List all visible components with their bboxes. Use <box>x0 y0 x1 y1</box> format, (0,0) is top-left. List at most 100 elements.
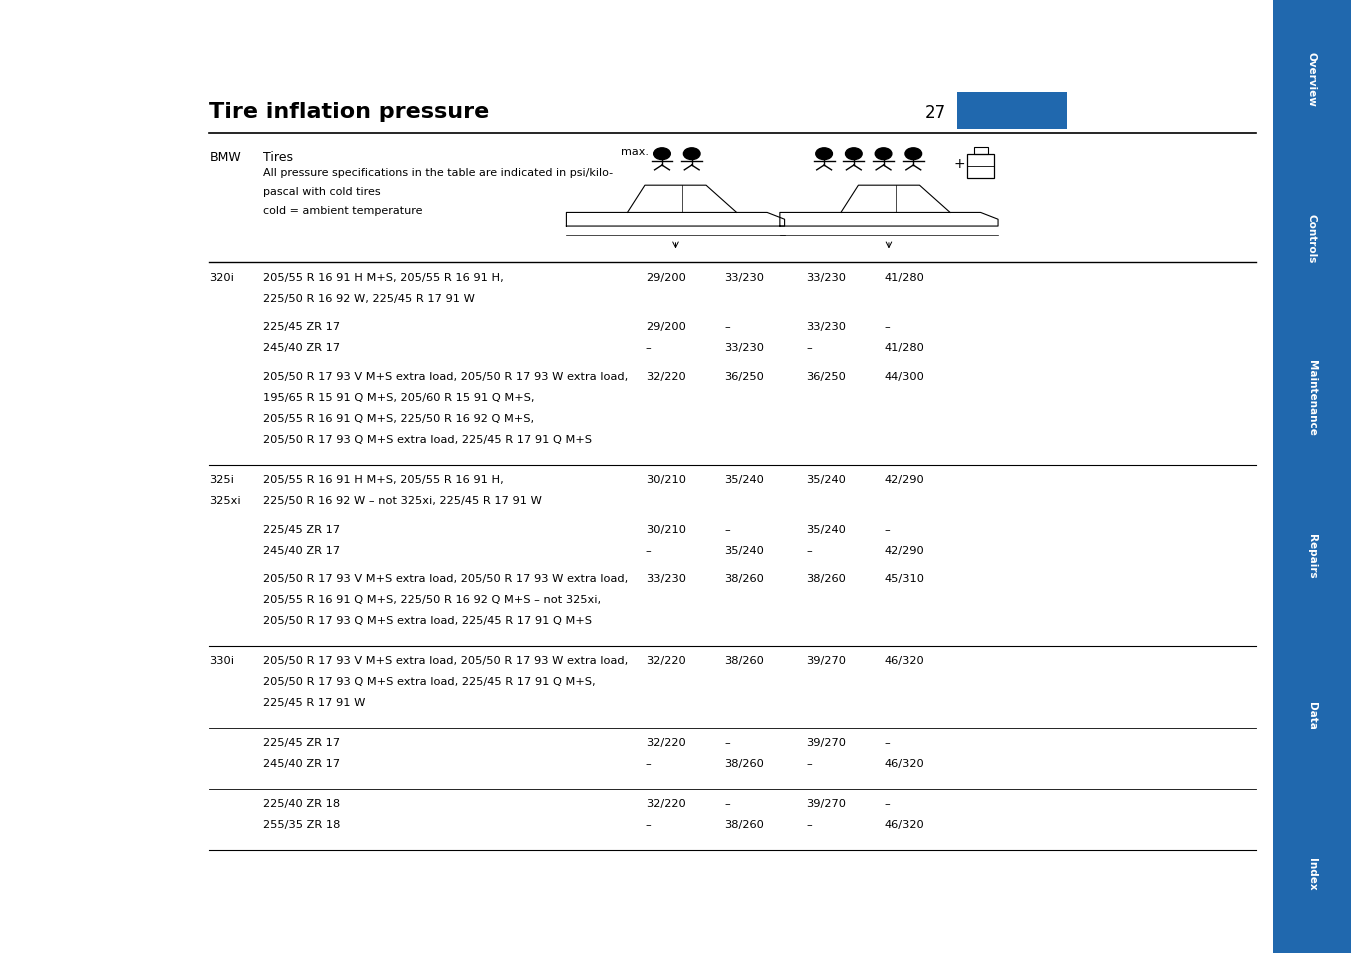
Text: +: + <box>954 157 966 171</box>
Text: –: – <box>724 799 730 808</box>
Text: 33/230: 33/230 <box>807 273 847 282</box>
Text: Repairs: Repairs <box>1306 534 1317 578</box>
Text: 36/250: 36/250 <box>807 372 847 381</box>
Text: 245/40 ZR 17: 245/40 ZR 17 <box>263 759 340 768</box>
Text: 33/230: 33/230 <box>807 322 847 332</box>
Text: 330i: 330i <box>209 656 235 665</box>
Text: 205/50 R 17 93 Q M+S extra load, 225/45 R 17 91 Q M+S: 205/50 R 17 93 Q M+S extra load, 225/45 … <box>263 616 593 625</box>
Text: –: – <box>885 799 890 808</box>
Text: 205/50 R 17 93 V M+S extra load, 205/50 R 17 93 W extra load,: 205/50 R 17 93 V M+S extra load, 205/50 … <box>263 574 628 583</box>
Text: 35/240: 35/240 <box>724 475 765 484</box>
Text: 205/55 R 16 91 H M+S, 205/55 R 16 91 H,: 205/55 R 16 91 H M+S, 205/55 R 16 91 H, <box>263 475 504 484</box>
Text: Data: Data <box>1306 700 1317 729</box>
Text: 38/260: 38/260 <box>724 759 765 768</box>
Text: –: – <box>807 343 812 353</box>
Text: 320i: 320i <box>209 273 234 282</box>
Text: 38/260: 38/260 <box>724 574 765 583</box>
Text: 30/210: 30/210 <box>646 475 686 484</box>
Text: –: – <box>807 820 812 829</box>
Text: cold = ambient temperature: cold = ambient temperature <box>263 206 423 215</box>
Circle shape <box>684 149 700 160</box>
Text: 35/240: 35/240 <box>807 524 847 534</box>
Text: 245/40 ZR 17: 245/40 ZR 17 <box>263 545 340 555</box>
Text: Controls: Controls <box>1306 213 1317 263</box>
Text: 205/50 R 17 93 V M+S extra load, 205/50 R 17 93 W extra load,: 205/50 R 17 93 V M+S extra load, 205/50 … <box>263 656 628 665</box>
Text: 41/280: 41/280 <box>885 273 925 282</box>
Text: 29/200: 29/200 <box>646 322 686 332</box>
Text: 205/50 R 17 93 Q M+S extra load, 225/45 R 17 91 Q M+S: 205/50 R 17 93 Q M+S extra load, 225/45 … <box>263 435 593 444</box>
Text: All pressure specifications in the table are indicated in psi/kilo-: All pressure specifications in the table… <box>263 168 613 177</box>
Bar <box>974 149 988 154</box>
Text: –: – <box>885 524 890 534</box>
Text: 36/250: 36/250 <box>724 372 765 381</box>
Bar <box>1273 159 1351 317</box>
Text: 39/270: 39/270 <box>807 656 847 665</box>
Text: 325xi: 325xi <box>209 496 240 505</box>
Text: 32/220: 32/220 <box>646 738 685 747</box>
Text: –: – <box>724 322 730 332</box>
Circle shape <box>846 149 862 160</box>
Text: 225/50 R 16 92 W – not 325xi, 225/45 R 17 91 W: 225/50 R 16 92 W – not 325xi, 225/45 R 1… <box>263 496 542 505</box>
Text: 33/230: 33/230 <box>724 273 765 282</box>
Text: 35/240: 35/240 <box>807 475 847 484</box>
Text: max.: max. <box>621 147 650 156</box>
Bar <box>967 154 994 179</box>
Text: BMW: BMW <box>209 151 242 164</box>
Bar <box>1273 0 1351 159</box>
Text: 44/300: 44/300 <box>885 372 925 381</box>
Text: 45/310: 45/310 <box>885 574 925 583</box>
Text: –: – <box>807 545 812 555</box>
Bar <box>1273 476 1351 636</box>
Text: 225/40 ZR 18: 225/40 ZR 18 <box>263 799 340 808</box>
Text: 205/55 R 16 91 H M+S, 205/55 R 16 91 H,: 205/55 R 16 91 H M+S, 205/55 R 16 91 H, <box>263 273 504 282</box>
Text: 32/220: 32/220 <box>646 799 685 808</box>
Bar <box>1273 794 1351 953</box>
Text: 30/210: 30/210 <box>646 524 686 534</box>
Text: 225/45 R 17 91 W: 225/45 R 17 91 W <box>263 698 366 707</box>
Text: 245/40 ZR 17: 245/40 ZR 17 <box>263 343 340 353</box>
Text: 42/290: 42/290 <box>885 545 924 555</box>
Text: 38/260: 38/260 <box>724 656 765 665</box>
Text: 195/65 R 15 91 Q M+S, 205/60 R 15 91 Q M+S,: 195/65 R 15 91 Q M+S, 205/60 R 15 91 Q M… <box>263 393 535 402</box>
Circle shape <box>816 149 832 160</box>
Text: Index: Index <box>1306 858 1317 890</box>
Text: 46/320: 46/320 <box>885 759 924 768</box>
Text: 32/220: 32/220 <box>646 656 685 665</box>
Text: 225/45 ZR 17: 225/45 ZR 17 <box>263 322 340 332</box>
Text: –: – <box>646 820 651 829</box>
Text: –: – <box>885 322 890 332</box>
Text: –: – <box>807 759 812 768</box>
Text: 39/270: 39/270 <box>807 799 847 808</box>
Text: 205/55 R 16 91 Q M+S, 225/50 R 16 92 Q M+S,: 205/55 R 16 91 Q M+S, 225/50 R 16 92 Q M… <box>263 414 535 423</box>
Text: 42/290: 42/290 <box>885 475 924 484</box>
Text: 38/260: 38/260 <box>724 820 765 829</box>
Circle shape <box>654 149 670 160</box>
Text: 39/270: 39/270 <box>807 738 847 747</box>
Text: Maintenance: Maintenance <box>1306 359 1317 435</box>
Text: 205/50 R 17 93 V M+S extra load, 205/50 R 17 93 W extra load,: 205/50 R 17 93 V M+S extra load, 205/50 … <box>263 372 628 381</box>
Bar <box>957 93 1067 130</box>
Text: 325i: 325i <box>209 475 234 484</box>
Text: 38/260: 38/260 <box>807 574 847 583</box>
Text: Tire inflation pressure: Tire inflation pressure <box>209 102 489 122</box>
Text: –: – <box>724 738 730 747</box>
Text: –: – <box>646 545 651 555</box>
Text: 225/45 ZR 17: 225/45 ZR 17 <box>263 738 340 747</box>
Circle shape <box>905 149 921 160</box>
Text: 46/320: 46/320 <box>885 656 924 665</box>
Text: 225/50 R 16 92 W, 225/45 R 17 91 W: 225/50 R 16 92 W, 225/45 R 17 91 W <box>263 294 476 303</box>
Text: 205/50 R 17 93 Q M+S extra load, 225/45 R 17 91 Q M+S,: 205/50 R 17 93 Q M+S extra load, 225/45 … <box>263 677 596 686</box>
Text: 32/220: 32/220 <box>646 372 685 381</box>
Text: 46/320: 46/320 <box>885 820 924 829</box>
Text: 27: 27 <box>924 104 946 121</box>
Text: 225/45 ZR 17: 225/45 ZR 17 <box>263 524 340 534</box>
Text: –: – <box>885 738 890 747</box>
Text: Overview: Overview <box>1306 52 1317 107</box>
Text: 29/200: 29/200 <box>646 273 686 282</box>
Text: 41/280: 41/280 <box>885 343 925 353</box>
Text: 205/55 R 16 91 Q M+S, 225/50 R 16 92 Q M+S – not 325xi,: 205/55 R 16 91 Q M+S, 225/50 R 16 92 Q M… <box>263 595 601 604</box>
Text: 255/35 ZR 18: 255/35 ZR 18 <box>263 820 340 829</box>
Text: pascal with cold tires: pascal with cold tires <box>263 187 381 196</box>
Text: –: – <box>724 524 730 534</box>
Bar <box>1273 636 1351 794</box>
